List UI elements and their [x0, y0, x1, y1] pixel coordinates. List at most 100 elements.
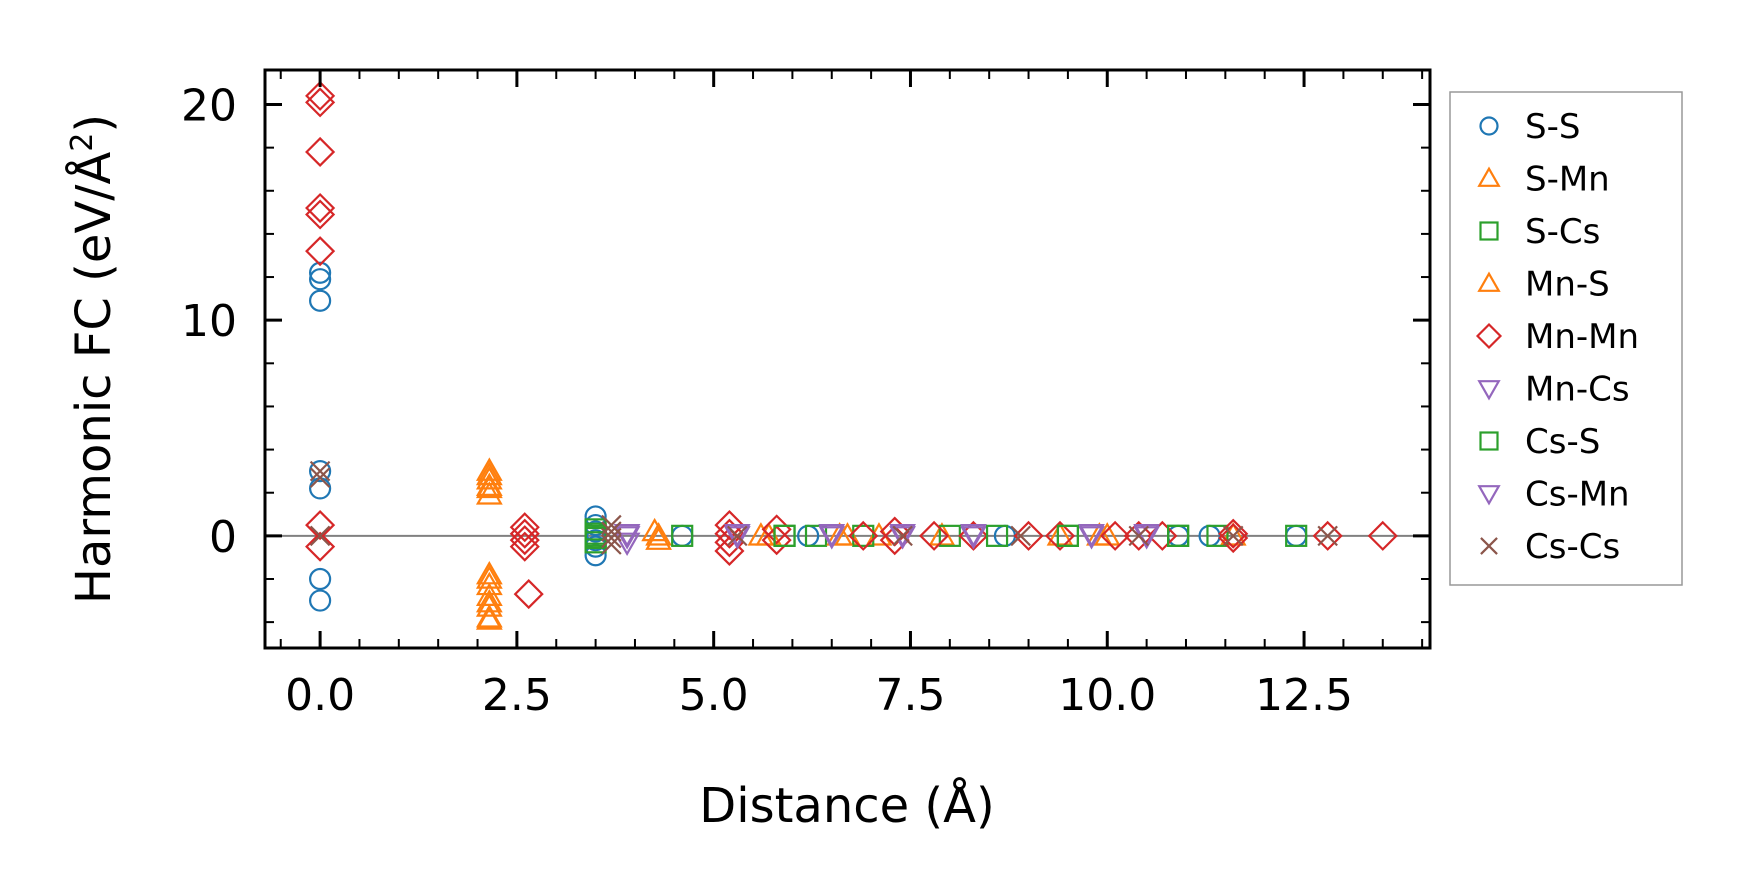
x-tick-label: 12.5 — [1255, 670, 1353, 721]
data-point-mn-mn — [509, 531, 540, 562]
data-point-mn-s — [475, 565, 503, 589]
legend-marker-s-s — [1479, 116, 1499, 136]
data-point-cs-cs — [1128, 525, 1150, 547]
data-point-s-s — [309, 268, 332, 291]
data-point-mn-s — [1085, 522, 1113, 546]
data-point-mn-mn — [305, 80, 336, 111]
data-point-cs-cs — [309, 525, 331, 547]
data-point-cs-s — [1167, 524, 1190, 547]
data-point-s-s — [309, 289, 332, 312]
data-point-cs-mn — [723, 523, 751, 548]
data-point-mn-mn — [509, 512, 540, 543]
legend-marker-mn-s — [1477, 271, 1501, 292]
data-point-cs-mn — [960, 523, 987, 548]
data-point-cs-cs — [1222, 525, 1244, 547]
legend-label: Mn-Mn — [1525, 317, 1639, 357]
data-point-cs-s — [985, 524, 1009, 547]
data-point-cs-s — [773, 524, 796, 547]
data-point-mn-mn — [1044, 520, 1076, 551]
data-point-mn-mn — [305, 136, 336, 168]
x-tick-label: 5.0 — [679, 670, 749, 721]
data-point-mn-mn — [1312, 520, 1343, 551]
legend-label: S-S — [1525, 107, 1580, 147]
data-point-mn-mn — [1367, 520, 1398, 551]
data-point-cs-mn — [1078, 523, 1105, 548]
data-point-s-mn — [645, 522, 672, 546]
x-tick-label: 7.5 — [875, 670, 945, 721]
x-tick-label: 10.0 — [1058, 670, 1156, 721]
data-point-mn-s — [475, 606, 503, 630]
y-tick-label: 0 — [209, 512, 237, 563]
data-point-mn-mn — [761, 525, 792, 556]
legend-marker-s-mn — [1477, 166, 1501, 187]
data-point-s-cs — [671, 524, 694, 547]
legend-frame — [1449, 91, 1683, 586]
data-point-mn-cs — [613, 532, 641, 557]
data-point-mn-mn — [1218, 518, 1249, 549]
data-point-mn-mn — [714, 518, 745, 549]
data-point-mn-mn — [1100, 520, 1131, 551]
legend-label: S-Mn — [1525, 160, 1610, 200]
data-point-mn-s — [645, 526, 672, 550]
data-point-cs-mn — [889, 523, 916, 548]
data-point-s-cs — [852, 524, 875, 547]
data-point-cs-cs — [601, 534, 622, 555]
data-point-mn-mn — [1218, 522, 1249, 554]
legend: S-S S-Mn S-Cs Mn-S Mn-Mn Mn-Cs Cs-S Cs-Mn Cs-Cs — [1449, 91, 1683, 586]
minor-ticks-layer — [265, 70, 1430, 648]
data-point-mn-s — [826, 522, 854, 546]
data-point-s-mn — [475, 593, 503, 617]
legend-label: S-Cs — [1525, 212, 1600, 252]
x-tick-label: 0.0 — [285, 670, 355, 721]
y-tick-label: 20 — [181, 81, 237, 132]
data-point-s-mn — [928, 522, 956, 546]
legend-marker-s-cs — [1479, 221, 1499, 241]
data-point-mn-mn — [509, 525, 540, 556]
data-point-cs-mn — [613, 526, 641, 550]
data-point-s-mn — [1046, 522, 1074, 546]
legend-marker-cs-s — [1479, 431, 1499, 451]
data-points-layer — [305, 80, 1398, 630]
x-tick-label: 2.5 — [482, 670, 552, 721]
y-axis-label-main: Harmonic FC (eV/Å — [65, 152, 122, 605]
data-point-s-s — [309, 261, 332, 284]
data-point-cs-cs — [892, 525, 913, 547]
data-point-mn-mn — [919, 520, 950, 551]
data-point-cs-cs — [1010, 525, 1031, 547]
data-point-mn-s — [475, 461, 503, 486]
data-point-mn-mn — [509, 518, 540, 549]
x-axis-label: Distance (Å) — [699, 777, 994, 834]
data-point-cs-cs — [1317, 525, 1338, 547]
data-point-s-s — [309, 567, 332, 591]
legend-marker-mn-cs — [1477, 380, 1501, 401]
data-point-mn-mn — [513, 579, 544, 610]
data-point-mn-mn — [305, 531, 336, 562]
data-point-mn-mn — [848, 520, 879, 551]
data-point-cs-cs — [309, 460, 331, 482]
tick-labels-layer: 0.0 2.5 5.0 7.5 10.0 12.5 0 10 20 — [181, 81, 1353, 721]
data-point-s-s — [309, 589, 332, 612]
y-axis-label-end: ) — [66, 114, 122, 133]
data-point-mn-mn — [305, 199, 336, 230]
legend-label: Cs-Cs — [1525, 527, 1620, 567]
y-axis-label: Harmonic FC (eV/Å2) — [65, 114, 122, 604]
data-point-mn-mn — [1123, 520, 1154, 551]
y-axis-label-superscript: 2 — [65, 133, 100, 152]
data-point-mn-mn — [305, 236, 336, 267]
data-point-mn-mn — [305, 510, 336, 541]
legend-label: Mn-Cs — [1525, 370, 1630, 410]
legend-marker-mn-mn — [1475, 322, 1503, 350]
data-point-mn-mn — [305, 192, 336, 224]
data-point-s-mn — [475, 466, 503, 490]
data-point-mn-s — [475, 588, 503, 613]
data-point-cs-s — [1056, 524, 1080, 547]
legend-label: Cs-Mn — [1525, 475, 1630, 515]
data-point-s-cs — [1206, 524, 1229, 547]
legend-label: Mn-S — [1525, 265, 1610, 305]
data-point-cs-cs — [309, 467, 331, 488]
data-point-cs-mn — [818, 523, 846, 548]
data-point-s-cs — [1285, 524, 1308, 547]
data-point-cs-cs — [727, 525, 748, 547]
data-point-mn-mn — [305, 87, 336, 118]
